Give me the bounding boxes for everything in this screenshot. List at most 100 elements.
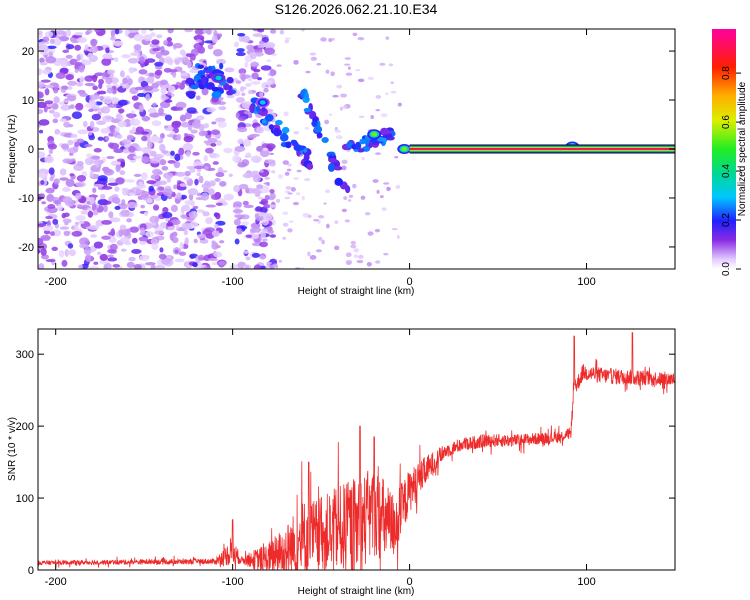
spectrogram-noise-blob [133, 33, 144, 42]
spectrogram-noise-blob [335, 135, 343, 140]
spectrogram-noise-blob [107, 257, 118, 262]
spectrogram-noise-blob [171, 231, 178, 237]
spectrogram-noise-blob [64, 249, 69, 257]
spectrogram-noise-blob [161, 257, 172, 265]
spectrogram-noise-blob [76, 54, 81, 62]
spectrogram-noise-blob [251, 233, 259, 240]
spectrogram-noise-blob [122, 188, 129, 196]
spectrogram-noise-blob [48, 167, 55, 175]
spectrogram-noise-blob [100, 127, 111, 134]
spectrogram-noise-blob [342, 105, 348, 110]
spectrogram-chirp-blob [382, 137, 387, 143]
spectrogram-chirp-blob [359, 138, 366, 145]
spectrogram-chirp-blob [314, 125, 323, 134]
spectrogram-noise-blob [97, 136, 104, 141]
spectrogram-noise-blob [89, 120, 95, 129]
spectrogram-noise-blob [128, 66, 135, 74]
spectrogram-noise-blob [40, 79, 51, 83]
colorbar-label: Normalized spectral amplitude [737, 81, 748, 216]
spectrogram-noise-blob [348, 194, 354, 198]
spectrogram-noise-blob [84, 82, 95, 87]
spectrogram-noise-blob [278, 259, 283, 263]
spectrogram-noise-blob [45, 259, 56, 263]
spectrogram-noise-blob [282, 236, 286, 240]
colorbar-tick-label: 0.4 [721, 164, 732, 178]
spectrogram-noise-blob [213, 251, 223, 258]
spectrogram-noise-blob [390, 81, 394, 85]
spectrogram-noise-blob [168, 85, 176, 93]
spectrogram-noise-blob [80, 210, 89, 215]
spectrogram-noise-blob [247, 77, 253, 82]
spectrogram-noise-blob [131, 249, 142, 255]
spectrogram-noise-blob [41, 201, 47, 205]
spectrogram-noise-blob [84, 254, 92, 262]
spectrogram-noise-blob [215, 202, 223, 206]
spectrogram-noise-blob [243, 264, 252, 269]
spectrogram-noise-blob [204, 165, 209, 170]
spectrogram-noise-blob [287, 228, 293, 233]
spectrogram-noise-blob [161, 165, 169, 171]
spectrogram-noise-blob [91, 210, 99, 216]
spectrogram-noise-blob [215, 172, 225, 178]
spectrogram-noise-blob [94, 29, 100, 33]
spectrogram-noise-blob [233, 218, 241, 226]
spectrogram-frame [37, 28, 676, 270]
spectrogram-noise-blob [74, 141, 80, 147]
spectrogram-noise-blob [96, 120, 106, 126]
spectrogram-noise-blob [129, 118, 141, 127]
spectrogram-noise-blob [164, 114, 173, 121]
spectrogram-noise-blob [248, 89, 253, 95]
spectrogram-chirp-blob [344, 185, 351, 194]
spectrogram-noise-blob [131, 126, 137, 132]
spectrogram-noise-blob [341, 159, 348, 165]
spectrogram-noise-blob [353, 254, 359, 259]
spectrogram-noise-blob [133, 44, 142, 51]
spectrogram-noise-blob [53, 200, 61, 205]
spectrogram-noise-blob [167, 91, 172, 96]
spectrogram-cluster-blob [211, 91, 222, 99]
spectrogram-noise-blob [61, 259, 68, 267]
spectrogram-noise-blob [60, 88, 67, 93]
spectrogram-noise-blob [157, 186, 165, 191]
spectrogram-noise-blob [253, 68, 261, 73]
spectrogram-noise-blob [38, 172, 47, 178]
spectrogram-noise-blob [178, 57, 187, 61]
spectrogram-noise-blob [205, 204, 217, 208]
spectrogram-noise-blob [71, 111, 83, 120]
spectrogram-noise-blob [103, 96, 113, 105]
spectrogram-noise-blob [65, 74, 74, 81]
spectrogram-noise-blob [105, 135, 110, 142]
spectrogram-noise-blob [255, 190, 262, 195]
spectrogram-noise-blob [76, 204, 83, 208]
spectrogram-noise-blob [92, 74, 98, 83]
spectrogram-noise-blob [245, 234, 252, 238]
colorbar-tick-label: 0.0 [721, 262, 732, 276]
spectrogram-noise-blob [38, 119, 50, 126]
spectrogram-noise-blob [262, 147, 268, 152]
spectrogram-noise-blob [345, 72, 353, 76]
spectrogram-noise-blob [318, 215, 325, 219]
spectrogram-noise-blob [110, 36, 116, 41]
spectrogram-noise-blob [138, 236, 149, 242]
spectrogram-noise-blob [119, 224, 127, 231]
spectrogram-noise-blob [164, 99, 173, 103]
spectrogram-noise-blob [340, 93, 348, 98]
spectrogram-noise-blob [163, 172, 174, 179]
colorbar: 0.0 0.2 0.4 0.6 0.8 Normalized spectral ampl… [712, 29, 748, 276]
spectrogram-chirp-blob [281, 126, 290, 134]
spectrogram-noise-blob [167, 58, 174, 66]
spectrogram-noise-blob [192, 151, 200, 156]
spectrogram-noise-blob [163, 67, 172, 73]
spectrogram-noise-blob [264, 159, 276, 164]
spectrogram-noise-blob [307, 251, 311, 257]
spectrogram-noise-blob [129, 226, 140, 233]
spectrogram-noise-blob [360, 195, 366, 200]
spectrogram-noise-blob [329, 113, 333, 116]
spectrogram-noise-blob [163, 40, 168, 46]
spectrogram-noise-blob [184, 200, 196, 206]
spectrogram-noise-blob [42, 225, 54, 232]
spectrogram-cluster-blob [197, 79, 202, 84]
spectrogram-noise-blob [184, 170, 191, 177]
spectrogram-noise-blob [207, 188, 215, 196]
